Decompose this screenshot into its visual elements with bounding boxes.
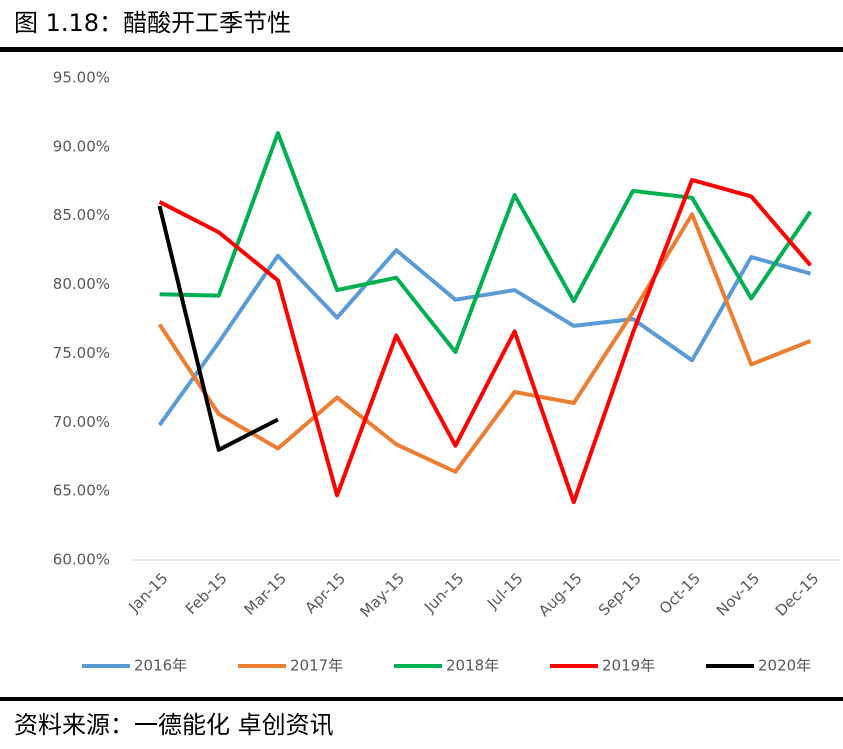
x-tick-label: Apr-15 — [301, 569, 349, 617]
x-tick-label: Dec-15 — [772, 569, 823, 620]
y-tick-label: 90.00% — [53, 137, 110, 155]
series-line — [159, 131, 813, 355]
legend-label: 2020年 — [758, 657, 811, 675]
y-tick-label: 80.00% — [53, 275, 110, 293]
y-tick-label: 75.00% — [53, 344, 110, 362]
legend-label: 2018年 — [446, 657, 499, 675]
x-tick-label: Mar-15 — [241, 569, 290, 618]
x-tick-label: Feb-15 — [182, 569, 231, 618]
series-line — [157, 212, 812, 474]
title-rule — [0, 47, 843, 52]
series-line — [158, 177, 812, 505]
x-tick-label: Jan-15 — [124, 569, 171, 616]
legend-label: 2017年 — [290, 657, 343, 675]
footer-rule — [0, 697, 843, 701]
y-tick-label: 95.00% — [53, 69, 110, 87]
y-tick-label: 65.00% — [53, 482, 110, 500]
source: 资料来源：一德能化 卓创资讯 — [14, 711, 334, 739]
x-tick-label: Sep-15 — [595, 569, 645, 619]
x-tick-label: Jun-15 — [420, 569, 467, 616]
legend-label: 2019年 — [602, 657, 655, 675]
legend-label: 2016年 — [134, 657, 187, 675]
y-tick-label: 60.00% — [53, 551, 110, 569]
x-tick-label: Jul-15 — [483, 569, 527, 613]
x-tick-label: Oct-15 — [656, 569, 704, 617]
y-tick-label: 70.00% — [53, 413, 110, 431]
y-tick-label: 85.00% — [53, 206, 110, 224]
x-tick-label: May-15 — [356, 569, 408, 621]
chart-title: 图 1.18：醋酸开工季节性 — [14, 9, 291, 37]
series-line — [157, 205, 279, 452]
x-tick-label: Nov-15 — [713, 569, 763, 619]
x-tick-label: Aug-15 — [535, 569, 586, 620]
